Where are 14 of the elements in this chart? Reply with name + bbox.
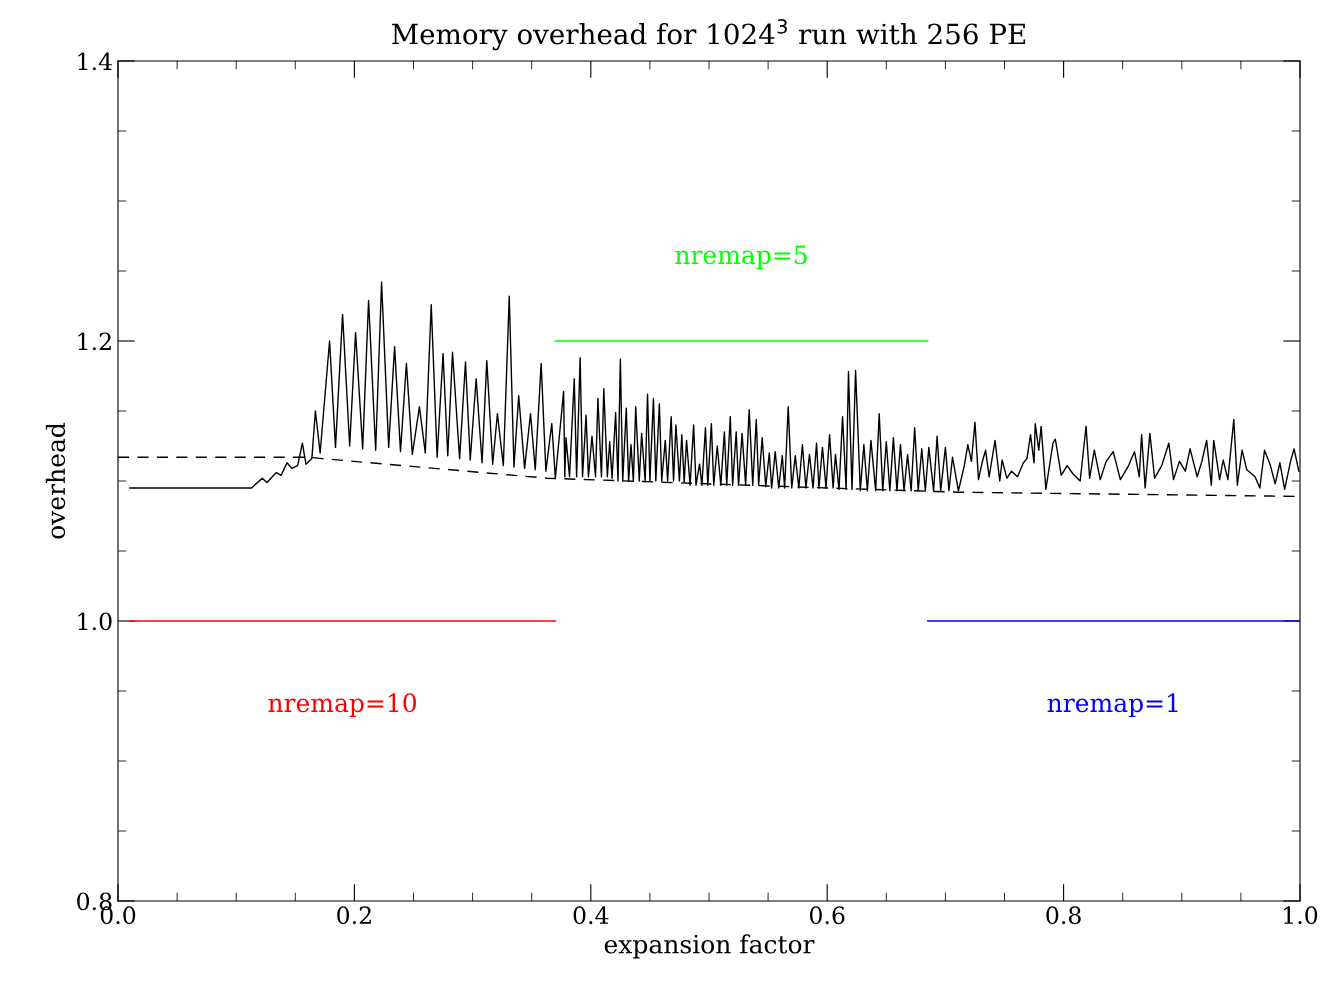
x-tick-label: 1.0 <box>1284 906 1318 925</box>
y-axis-title: overhead <box>45 422 66 539</box>
x-tick-label: 0.2 <box>337 906 371 925</box>
chart-title: Memory overhead for 1024$^{3}$ run with 256 PE <box>392 19 1026 51</box>
x-tick-label: 0.4 <box>573 906 609 925</box>
x-axis-title: expansion factor <box>604 934 815 959</box>
x-tick-label: 0.8 <box>1046 906 1081 925</box>
x-tick-label: 0.6 <box>809 906 845 925</box>
text: nremap=10 <box>268 693 417 718</box>
y-tick-label: 1.4 <box>78 52 112 71</box>
y-tick-label: 1.0 <box>78 612 112 631</box>
text: nremap=1 <box>1047 693 1178 718</box>
text: nremap=5 <box>675 245 807 270</box>
y-tick-label: 1.2 <box>78 332 111 351</box>
